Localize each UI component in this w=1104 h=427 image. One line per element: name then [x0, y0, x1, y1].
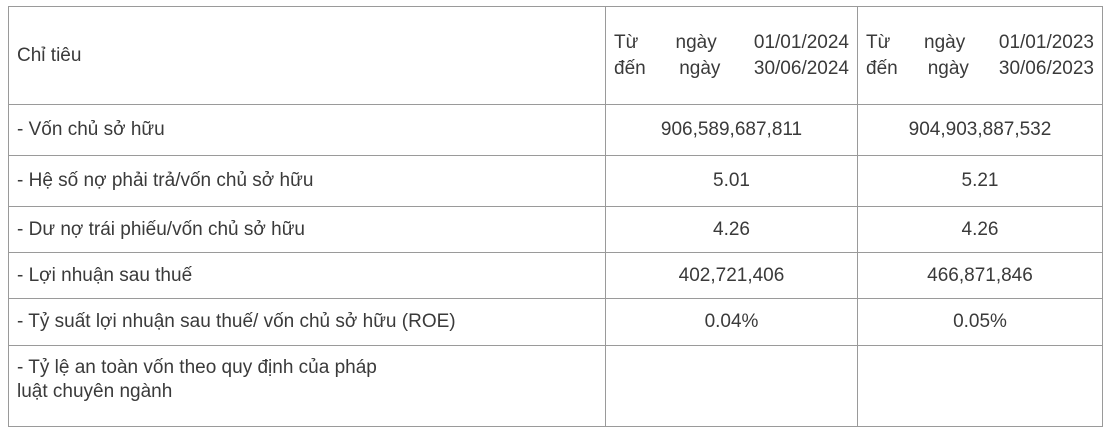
header-2023-line2: đến ngày 30/06/2023 [866, 57, 1094, 79]
row-label: - Tỷ suất lợi nhuận sau thuế/ vốn chủ sở… [8, 298, 606, 346]
table-row: - Tỷ suất lợi nhuận sau thuế/ vốn chủ sở… [8, 298, 1103, 346]
value-2024: 402,721,406 [605, 252, 858, 299]
header-indicator: Chỉ tiêu [8, 6, 606, 105]
header-2024-line2: đến ngày 30/06/2024 [614, 57, 849, 79]
value-2024: 0.04% [605, 298, 858, 346]
header-period-2023: Từ ngày 01/01/2023 đến ngày 30/06/2023 [857, 6, 1103, 105]
row-label: - Hệ số nợ phải trả/vốn chủ sở hữu [8, 155, 606, 207]
header-2024-line1: Từ ngày 01/01/2024 [614, 31, 849, 53]
value-2024 [605, 345, 858, 427]
value-2023: 4.26 [857, 206, 1103, 253]
value-2023: 466,871,846 [857, 252, 1103, 299]
value-2024: 5.01 [605, 155, 858, 207]
table-row: - Vốn chủ sở hữu 906,589,687,811 904,903… [8, 104, 1103, 156]
row-label: - Dư nợ trái phiếu/vốn chủ sở hữu [8, 206, 606, 253]
header-row: Chỉ tiêu Từ ngày 01/01/2024 đến ngày 30/0… [8, 6, 1103, 105]
header-2023-line1: Từ ngày 01/01/2023 [866, 31, 1094, 53]
value-2023: 5.21 [857, 155, 1103, 207]
header-period-2024: Từ ngày 01/01/2024 đến ngày 30/06/2024 [605, 6, 858, 105]
table-row: - Tỷ lệ an toàn vốn theo quy định của ph… [8, 345, 1103, 427]
table-row: - Dư nợ trái phiếu/vốn chủ sở hữu 4.26 4… [8, 206, 1103, 253]
value-2023 [857, 345, 1103, 427]
row-label: - Vốn chủ sở hữu [8, 104, 606, 156]
table-row: - Hệ số nợ phải trả/vốn chủ sở hữu 5.01 … [8, 155, 1103, 207]
value-2024: 906,589,687,811 [605, 104, 858, 156]
row-label: - Tỷ lệ an toàn vốn theo quy định của ph… [8, 345, 606, 427]
row-label: - Lợi nhuận sau thuế [8, 252, 606, 299]
value-2024: 4.26 [605, 206, 858, 253]
value-2023: 0.05% [857, 298, 1103, 346]
value-2023: 904,903,887,532 [857, 104, 1103, 156]
table-row: - Lợi nhuận sau thuế 402,721,406 466,871… [8, 252, 1103, 299]
financial-indicators-table: Chỉ tiêu Từ ngày 01/01/2024 đến ngày 30/0… [8, 6, 1103, 427]
